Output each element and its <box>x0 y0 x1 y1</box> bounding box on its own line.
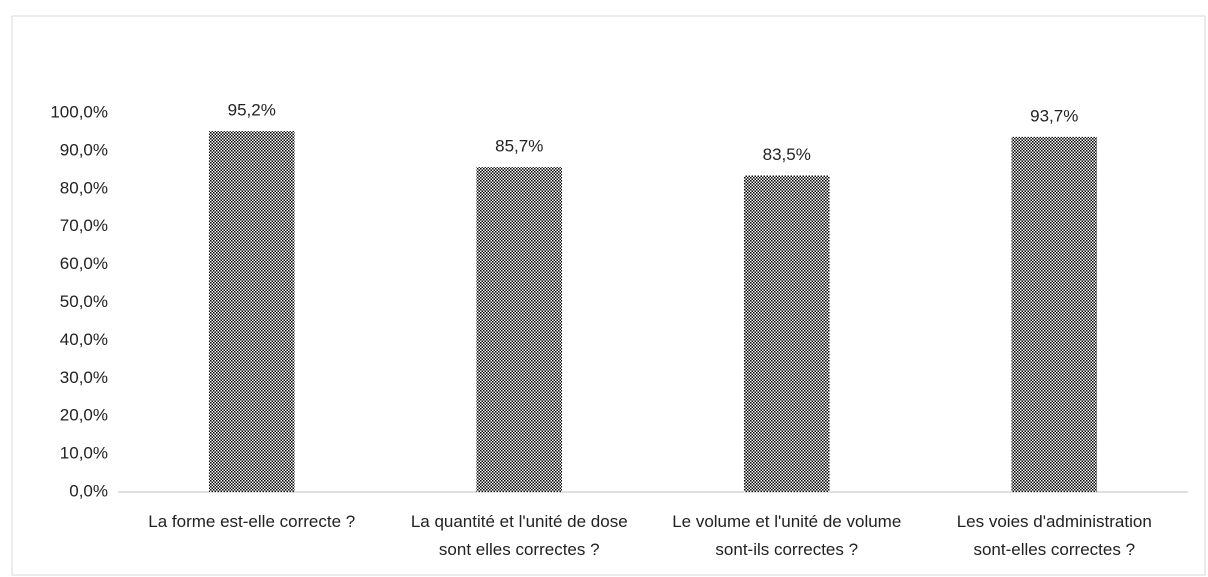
x-tick-label: La quantité et l'unité de dose sont elles… <box>411 512 628 559</box>
y-tick-label: 0,0% <box>69 481 108 500</box>
bar <box>476 167 563 492</box>
y-tick-label: 50,0% <box>60 292 108 311</box>
y-tick-label: 70,0% <box>60 216 108 235</box>
bar <box>743 175 830 492</box>
value-label: 83,5% <box>763 145 811 164</box>
bar <box>1011 136 1098 492</box>
y-tick-label: 100,0% <box>50 102 108 121</box>
value-label: 95,2% <box>228 101 276 120</box>
y-tick-label: 30,0% <box>60 368 108 387</box>
value-label: 85,7% <box>495 137 543 156</box>
y-tick-label: 60,0% <box>60 254 108 273</box>
y-tick-label: 80,0% <box>60 178 108 197</box>
y-tick-label: 90,0% <box>60 140 108 159</box>
x-tick-label: Le volume et l'unité de volume sont-ils c… <box>672 512 901 559</box>
y-tick-label: 20,0% <box>60 406 108 425</box>
value-label: 93,7% <box>1030 106 1078 125</box>
bar <box>208 131 295 492</box>
x-tick-label: La forme est-elle correcte ? <box>148 512 355 531</box>
y-tick-label: 40,0% <box>60 330 108 349</box>
y-tick-label: 10,0% <box>60 444 108 463</box>
x-tick-label: Les voies d'administration sont-elles cor… <box>957 512 1152 559</box>
